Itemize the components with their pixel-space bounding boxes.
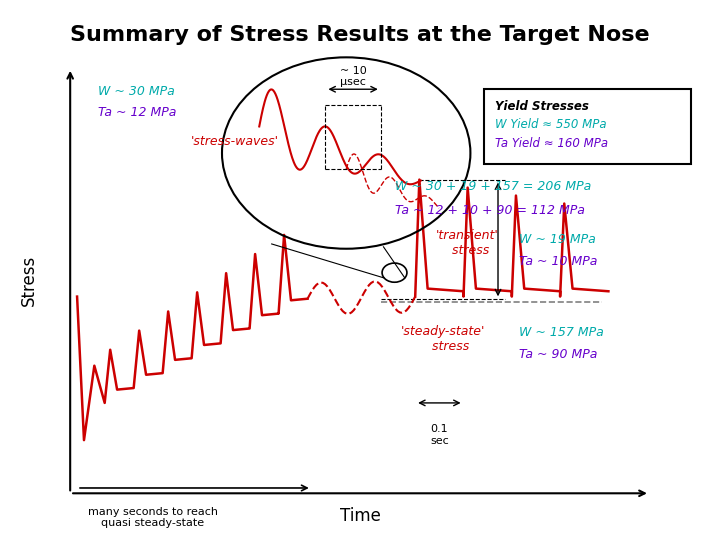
Text: W ~ 30 MPa: W ~ 30 MPa [98,85,174,98]
Text: ~ 10: ~ 10 [340,66,366,76]
Text: W ~ 19 MPa: W ~ 19 MPa [518,233,595,246]
Text: 'transient'
  stress: 'transient' stress [436,229,498,257]
Text: Stress: Stress [19,255,37,306]
Text: W ~ 157 MPa: W ~ 157 MPa [518,327,603,340]
Text: Ta Yield ≈ 160 MPa: Ta Yield ≈ 160 MPa [495,137,608,150]
Text: Yield Stresses: Yield Stresses [495,100,588,113]
Text: Time: Time [340,507,380,525]
FancyBboxPatch shape [485,89,691,164]
Text: Ta ~ 12 MPa: Ta ~ 12 MPa [98,106,176,119]
Text: W Yield ≈ 550 MPa: W Yield ≈ 550 MPa [495,118,606,131]
Text: W ~ 30 + 19 + 157 = 206 MPa: W ~ 30 + 19 + 157 = 206 MPa [395,180,590,193]
Text: Ta ~ 12 + 10 + 90 = 112 MPa: Ta ~ 12 + 10 + 90 = 112 MPa [395,204,585,217]
Text: 0.1
sec: 0.1 sec [430,424,449,446]
Text: Ta ~ 90 MPa: Ta ~ 90 MPa [518,348,597,361]
Text: 'steady-state'
    stress: 'steady-state' stress [400,325,485,353]
Text: 'stress-waves': 'stress-waves' [191,135,279,148]
Text: μsec: μsec [340,77,366,86]
Text: Summary of Stress Results at the Target Nose: Summary of Stress Results at the Target … [70,25,650,45]
Text: Ta ~ 10 MPa: Ta ~ 10 MPa [518,255,597,268]
Text: many seconds to reach
quasi steady-state: many seconds to reach quasi steady-state [88,507,218,528]
